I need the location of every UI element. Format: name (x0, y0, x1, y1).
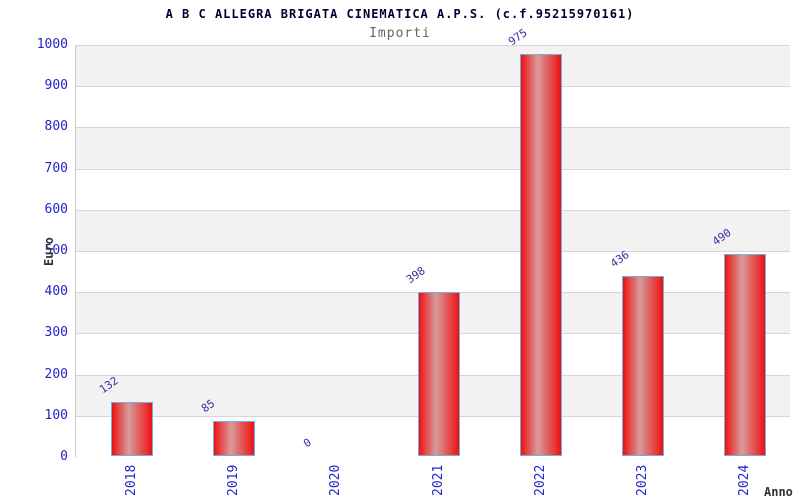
bar-2024 (723, 254, 766, 456)
bar-2019 (213, 420, 256, 456)
x-tick-label: 2021 (430, 464, 446, 496)
y-tick-label: 0 (60, 449, 68, 464)
chart-subtitle: Importi (369, 26, 431, 41)
x-axis-title: Anno (764, 485, 793, 499)
plot-area: 132 85 0 398 975 436 490 (75, 26, 790, 457)
gridline (76, 86, 790, 88)
bar-2018 (111, 401, 154, 456)
gridline (76, 127, 790, 129)
y-tick-label: 700 (44, 160, 68, 176)
chart-title: A B C ALLEGRA BRIGATA CINEMATICA A.P.S. … (165, 7, 635, 21)
plot-band (76, 86, 790, 128)
bar-2021 (417, 292, 460, 456)
gridline (76, 45, 790, 46)
y-axis-title: Euro (42, 237, 56, 266)
y-axis: 0 100 200 300 400 500 600 700 800 900 1000 (0, 37, 68, 464)
y-tick-label: 900 (44, 78, 68, 94)
plot-band (76, 168, 790, 210)
plot-band (76, 45, 790, 87)
y-tick-label: 800 (44, 119, 68, 135)
y-tick-label: 100 (44, 407, 68, 423)
y-tick-label: 1000 (36, 37, 68, 52)
x-tick-label: 2019 (226, 464, 242, 496)
plot-band (76, 127, 790, 169)
y-tick-label: 200 (44, 366, 68, 382)
x-tick-label: 2024 (736, 464, 752, 496)
x-tick-label: 2022 (532, 464, 548, 496)
plot-band (76, 209, 790, 251)
x-tick-label: 2023 (634, 464, 650, 496)
bar-2022 (519, 54, 562, 456)
bar-2023 (621, 276, 664, 456)
gridline (76, 251, 790, 252)
y-tick-label: 300 (44, 325, 68, 341)
y-tick-label: 400 (44, 284, 68, 300)
x-tick-label: 2020 (328, 464, 344, 496)
plot-band (76, 251, 790, 293)
gridline (76, 168, 790, 170)
y-tick-label: 500 (44, 243, 68, 258)
gridline (76, 209, 790, 211)
y-tick-label: 600 (44, 201, 68, 217)
x-tick-label: 2018 (124, 464, 140, 496)
